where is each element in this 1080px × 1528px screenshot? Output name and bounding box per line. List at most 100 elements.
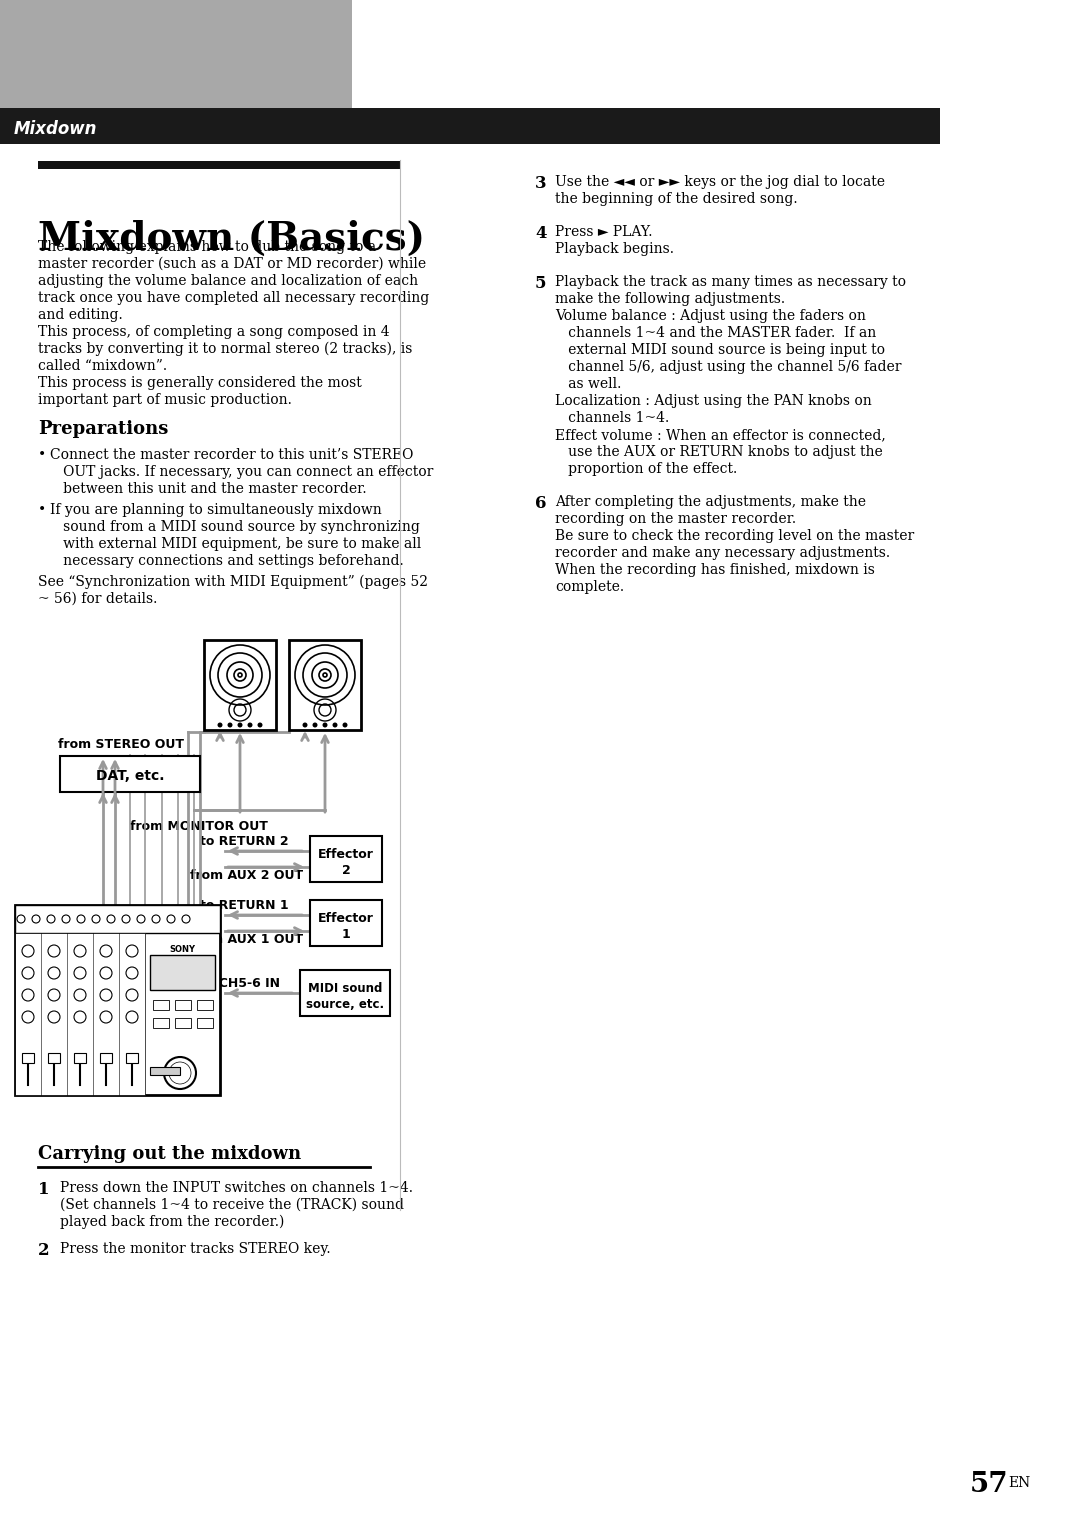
- Text: Volume balance : Adjust using the faders on: Volume balance : Adjust using the faders…: [555, 309, 866, 322]
- Text: track once you have completed all necessary recording: track once you have completed all necess…: [38, 290, 429, 306]
- Bar: [22, 1053, 33, 1063]
- Text: played back from the recorder.): played back from the recorder.): [60, 1215, 284, 1230]
- Text: This process is generally considered the most: This process is generally considered the…: [38, 376, 362, 390]
- Text: sound from a MIDI sound source by synchronizing: sound from a MIDI sound source by synchr…: [50, 520, 420, 533]
- Text: EN: EN: [1008, 1476, 1030, 1490]
- Text: 1: 1: [38, 1181, 50, 1198]
- Bar: [15, 905, 220, 934]
- Text: between this unit and the master recorder.: between this unit and the master recorde…: [50, 481, 366, 497]
- Bar: [150, 1067, 180, 1076]
- Text: •: •: [38, 448, 46, 461]
- Text: complete.: complete.: [555, 581, 624, 594]
- Bar: [289, 640, 361, 730]
- Circle shape: [312, 723, 318, 727]
- Text: DAT, etc.: DAT, etc.: [96, 769, 164, 782]
- Text: 6: 6: [535, 495, 546, 512]
- Text: use the AUX or RETURN knobs to adjust the: use the AUX or RETURN knobs to adjust th…: [555, 445, 882, 458]
- Text: from STEREO OUT: from STEREO OUT: [58, 738, 184, 750]
- Bar: [0, 0, 352, 108]
- Bar: [175, 999, 191, 1010]
- Text: Localization : Adjust using the PAN knobs on: Localization : Adjust using the PAN knob…: [555, 394, 872, 408]
- Text: 2: 2: [341, 863, 350, 877]
- Text: Preparations: Preparations: [38, 420, 168, 439]
- Text: make the following adjustments.: make the following adjustments.: [555, 292, 785, 306]
- Text: Carrying out the mixdown: Carrying out the mixdown: [38, 1144, 301, 1163]
- Text: from AUX 2 OUT: from AUX 2 OUT: [190, 869, 303, 882]
- Text: from MONITOR OUT: from MONITOR OUT: [130, 821, 268, 833]
- Bar: [15, 934, 145, 1096]
- Bar: [150, 955, 215, 990]
- Text: This process, of completing a song composed in 4: This process, of completing a song compo…: [38, 325, 390, 339]
- Text: (Set channels 1~4 to receive the (TRACK) sound: (Set channels 1~4 to receive the (TRACK)…: [60, 1198, 404, 1212]
- Bar: [100, 1053, 112, 1063]
- Text: 3: 3: [535, 176, 546, 193]
- Text: 4: 4: [535, 225, 546, 241]
- Text: •: •: [38, 503, 46, 516]
- Circle shape: [247, 723, 253, 727]
- Text: MIDI sound: MIDI sound: [308, 981, 382, 995]
- Text: SONY: SONY: [170, 944, 195, 953]
- Bar: [197, 1018, 213, 1028]
- Circle shape: [342, 723, 348, 727]
- Bar: [175, 1018, 191, 1028]
- Text: to CH5-6 IN: to CH5-6 IN: [200, 976, 280, 990]
- Text: adjusting the volume balance and localization of each: adjusting the volume balance and localiz…: [38, 274, 418, 287]
- Text: If you are planning to simultaneously mixdown: If you are planning to simultaneously mi…: [50, 503, 381, 516]
- Bar: [153, 999, 168, 1010]
- Bar: [75, 1053, 86, 1063]
- Bar: [310, 836, 382, 882]
- Circle shape: [238, 723, 243, 727]
- Text: recorder and make any necessary adjustments.: recorder and make any necessary adjustme…: [555, 545, 890, 559]
- Text: 2: 2: [38, 1242, 50, 1259]
- Text: external MIDI sound source is being input to: external MIDI sound source is being inpu…: [555, 342, 885, 358]
- Text: necessary connections and settings beforehand.: necessary connections and settings befor…: [50, 555, 404, 568]
- Circle shape: [228, 723, 232, 727]
- Text: and editing.: and editing.: [38, 309, 123, 322]
- Text: ~ 56) for details.: ~ 56) for details.: [38, 591, 158, 607]
- Text: Effector: Effector: [319, 848, 374, 860]
- Text: Be sure to check the recording level on the master: Be sure to check the recording level on …: [555, 529, 915, 542]
- Bar: [197, 999, 213, 1010]
- Circle shape: [302, 723, 308, 727]
- Text: channels 1~4.: channels 1~4.: [555, 411, 670, 425]
- Text: the beginning of the desired song.: the beginning of the desired song.: [555, 193, 798, 206]
- Text: 5: 5: [535, 275, 546, 292]
- Text: Playback the track as many times as necessary to: Playback the track as many times as nece…: [555, 275, 906, 289]
- Text: channel 5/6, adjust using the channel 5/6 fader: channel 5/6, adjust using the channel 5/…: [555, 361, 902, 374]
- Text: master recorder (such as a DAT or MD recorder) while: master recorder (such as a DAT or MD rec…: [38, 257, 427, 270]
- Bar: [60, 756, 200, 792]
- Text: Effect volume : When an effector is connected,: Effect volume : When an effector is conn…: [555, 428, 886, 442]
- Bar: [153, 1018, 168, 1028]
- Text: The following explains how to dub the song to a: The following explains how to dub the so…: [38, 240, 376, 254]
- Text: When the recording has finished, mixdown is: When the recording has finished, mixdown…: [555, 562, 875, 578]
- Text: with external MIDI equipment, be sure to make all: with external MIDI equipment, be sure to…: [50, 536, 421, 552]
- Bar: [38, 160, 400, 170]
- Bar: [0, 108, 940, 144]
- Bar: [126, 1053, 138, 1063]
- Text: Mixdown: Mixdown: [14, 121, 97, 138]
- Bar: [204, 640, 276, 730]
- Circle shape: [323, 723, 327, 727]
- Circle shape: [333, 723, 337, 727]
- Text: Use the ◄◄ or ►► keys or the jog dial to locate: Use the ◄◄ or ►► keys or the jog dial to…: [555, 176, 885, 189]
- Text: to RETURN 1: to RETURN 1: [200, 898, 288, 912]
- Text: tracks by converting it to normal stereo (2 tracks), is: tracks by converting it to normal stereo…: [38, 342, 413, 356]
- Text: Connect the master recorder to this unit’s STEREO: Connect the master recorder to this unit…: [50, 448, 414, 461]
- Text: from AUX 1 OUT: from AUX 1 OUT: [190, 934, 303, 946]
- Circle shape: [217, 723, 222, 727]
- Circle shape: [257, 723, 262, 727]
- Text: to RETURN 2: to RETURN 2: [200, 834, 288, 848]
- Text: Press down the INPUT switches on channels 1~4.: Press down the INPUT switches on channel…: [60, 1181, 413, 1195]
- Text: After completing the adjustments, make the: After completing the adjustments, make t…: [555, 495, 866, 509]
- Text: Mixdown (Basics): Mixdown (Basics): [38, 220, 426, 258]
- Bar: [300, 970, 390, 1016]
- Text: 57: 57: [970, 1471, 1009, 1497]
- Text: as well.: as well.: [555, 377, 621, 391]
- Text: called “mixdown”.: called “mixdown”.: [38, 359, 167, 373]
- Text: channels 1~4 and the MASTER fader.  If an: channels 1~4 and the MASTER fader. If an: [555, 325, 876, 341]
- Text: OUT jacks. If necessary, you can connect an effector: OUT jacks. If necessary, you can connect…: [50, 465, 433, 478]
- Text: See “Synchronization with MIDI Equipment” (pages 52: See “Synchronization with MIDI Equipment…: [38, 575, 428, 590]
- Bar: [15, 905, 220, 1096]
- Text: proportion of the effect.: proportion of the effect.: [555, 461, 738, 477]
- Text: Effector: Effector: [319, 912, 374, 924]
